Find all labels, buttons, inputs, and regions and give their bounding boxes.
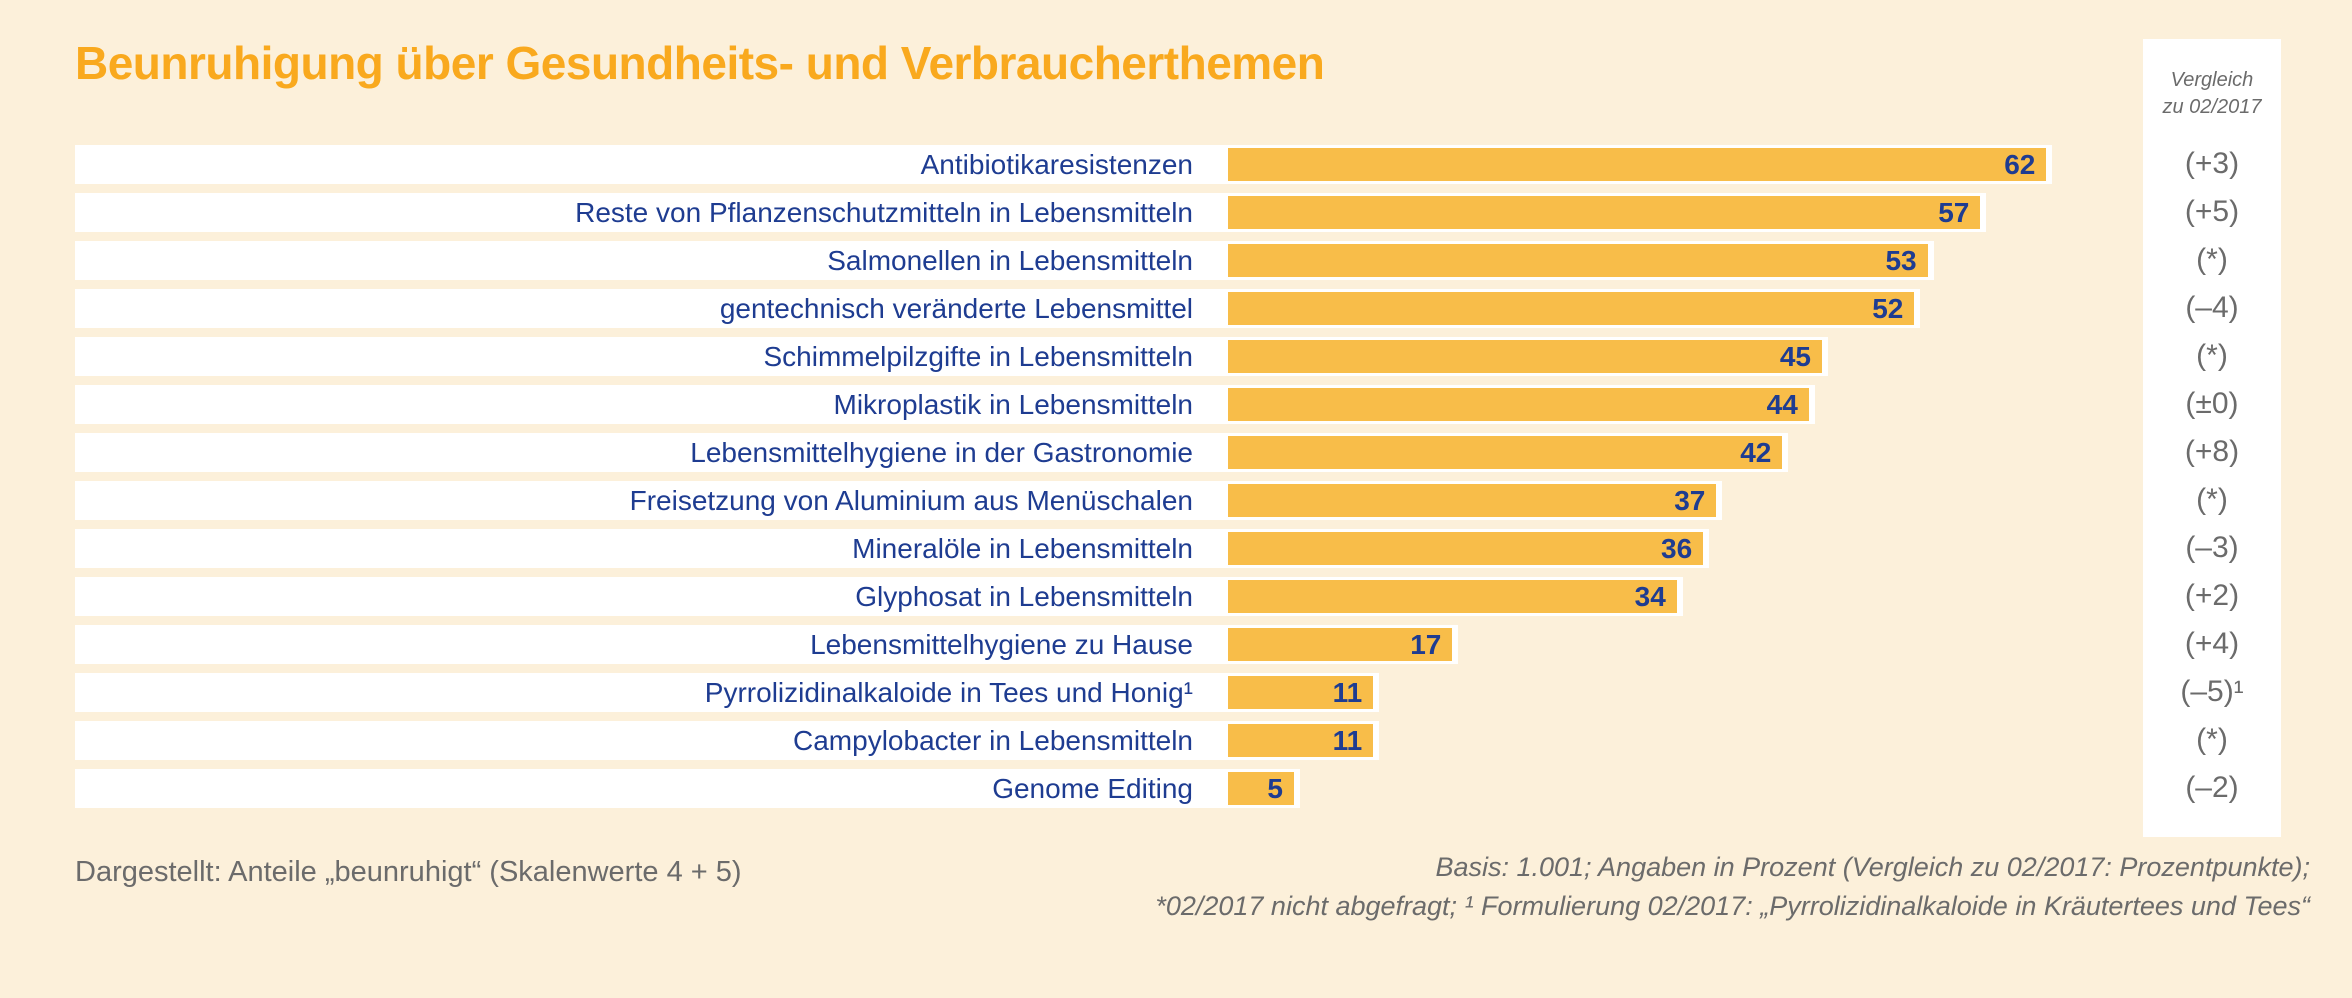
value-label: 53 [1885, 245, 1917, 276]
chart-row: Mineralöle in Lebensmitteln 36 [75, 529, 1710, 568]
chart-row: Pyrrolizidinalkaloide in Tees und Honig¹… [75, 673, 1380, 712]
value-label: 37 [1674, 485, 1706, 516]
category-label: Campylobacter in Lebensmitteln [793, 725, 1193, 756]
value-label: 44 [1766, 389, 1798, 420]
value-label: 11 [1332, 677, 1363, 708]
value-label: 11 [1332, 725, 1363, 756]
category-label: Lebensmittelhygiene in der Gastronomie [690, 437, 1193, 468]
category-label: Schimmelpilzgifte in Lebensmitteln [763, 341, 1193, 372]
bar: 17 [1228, 628, 1453, 661]
comparison-value: (*) [2196, 482, 2228, 516]
category-label: Glyphosat in Lebensmitteln [855, 581, 1193, 612]
bar: 57 [1228, 196, 1981, 229]
comparison-value: (+2) [2184, 578, 2240, 612]
footnote-basis: Basis: 1.001; Angaben in Prozent (Vergle… [1435, 852, 2310, 882]
chart-row: gentechnisch veränderte Lebensmittel 52 [75, 289, 1921, 328]
bar: 52 [1228, 292, 1915, 325]
category-label: Antibiotikaresistenzen [920, 149, 1193, 180]
category-label: gentechnisch veränderte Lebensmittel [719, 293, 1193, 324]
comparison-header: Vergleich zu 02/2017 [2143, 67, 2281, 121]
value-label: 62 [2004, 149, 2036, 180]
chart-row: Salmonellen in Lebensmitteln 53 [75, 241, 1934, 280]
bar: 62 [1228, 148, 2047, 181]
value-label: 17 [1410, 629, 1442, 660]
value-label: 42 [1740, 437, 1772, 468]
comparison-value: (+5) [2184, 194, 2240, 228]
comparison-header-line2: zu 02/2017 [2162, 96, 2262, 118]
category-label: Lebensmittelhygiene zu Hause [810, 629, 1193, 660]
comparison-value: (+8) [2184, 434, 2240, 468]
comparison-value: (+4) [2184, 626, 2240, 660]
category-label: Salmonellen in Lebensmitteln [827, 245, 1193, 276]
bar-chart: Antibiotikaresistenzen 62 Reste von Pflanz… [75, 145, 2053, 817]
comparison-header-line1: Vergleich [2170, 69, 2254, 91]
comparison-column: Vergleich zu 02/2017 (+3) (+5) (*) (–4) (*) (… [2143, 39, 2281, 837]
comparison-value: (±0) [2185, 386, 2239, 420]
value-label: 45 [1779, 341, 1811, 372]
value-label: 57 [1938, 197, 1970, 228]
category-label: Mineralöle in Lebensmitteln [852, 533, 1193, 564]
bar: 53 [1228, 244, 1928, 277]
category-label: Genome Editing [992, 773, 1193, 804]
bar: 45 [1228, 340, 1822, 373]
comparison-value: (*) [2196, 338, 2228, 372]
comparison-value: (+3) [2184, 146, 2240, 180]
chart-row: Antibiotikaresistenzen 62 [75, 145, 2053, 184]
comparison-value: (–3) [2185, 530, 2239, 564]
value-label: 34 [1634, 581, 1666, 612]
value-label: 52 [1872, 293, 1904, 324]
category-label: Freisetzung von Aluminium aus Menüschale… [629, 485, 1193, 516]
bar: 34 [1228, 580, 1677, 613]
footnote-right: Basis: 1.001; Angaben in Prozent (Vergle… [1155, 848, 2310, 926]
comparison-value: (*) [2196, 242, 2228, 276]
bar: 44 [1228, 388, 1809, 421]
bar: 36 [1228, 532, 1704, 565]
chart-row: Glyphosat in Lebensmitteln 34 [75, 577, 1683, 616]
chart-row: Freisetzung von Aluminium aus Menüschale… [75, 481, 1723, 520]
value-label: 5 [1267, 773, 1283, 804]
comparison-value: (*) [2196, 722, 2228, 756]
bar: 42 [1228, 436, 1783, 469]
comparison-value: (–4) [2185, 290, 2239, 324]
chart-row: Lebensmittelhygiene in der Gastronomie 42 [75, 433, 1789, 472]
chart-row: Mikroplastik in Lebensmitteln 44 [75, 385, 1815, 424]
bar: 37 [1228, 484, 1717, 517]
chart-row: Reste von Pflanzenschutzmitteln in Leben… [75, 193, 1987, 232]
bar: 11 [1228, 676, 1374, 709]
bar: 11 [1228, 724, 1374, 757]
chart-row: Lebensmittelhygiene zu Hause 17 [75, 625, 1459, 664]
chart-row: Campylobacter in Lebensmitteln 11 [75, 721, 1380, 760]
footnote-asterisk: *02/2017 nicht abgefragt; ¹ Formulierung… [1155, 891, 2310, 921]
comparison-value: (–5)¹ [2180, 674, 2244, 708]
bar: 5 [1228, 772, 1294, 805]
chart-title: Beunruhigung über Gesundheits- und Verbr… [75, 37, 1325, 89]
category-label: Mikroplastik in Lebensmitteln [833, 389, 1194, 420]
value-label: 36 [1661, 533, 1693, 564]
category-label: Pyrrolizidinalkaloide in Tees und Honig¹ [704, 677, 1193, 708]
chart-row: Genome Editing 5 [75, 769, 1300, 808]
chart-row: Schimmelpilzgifte in Lebensmitteln 45 [75, 337, 1828, 376]
comparison-value: (–2) [2185, 770, 2239, 804]
footnote-left: Dargestellt: Anteile „beunruhigt“ (Skale… [75, 856, 742, 888]
category-label: Reste von Pflanzenschutzmitteln in Leben… [575, 197, 1193, 228]
